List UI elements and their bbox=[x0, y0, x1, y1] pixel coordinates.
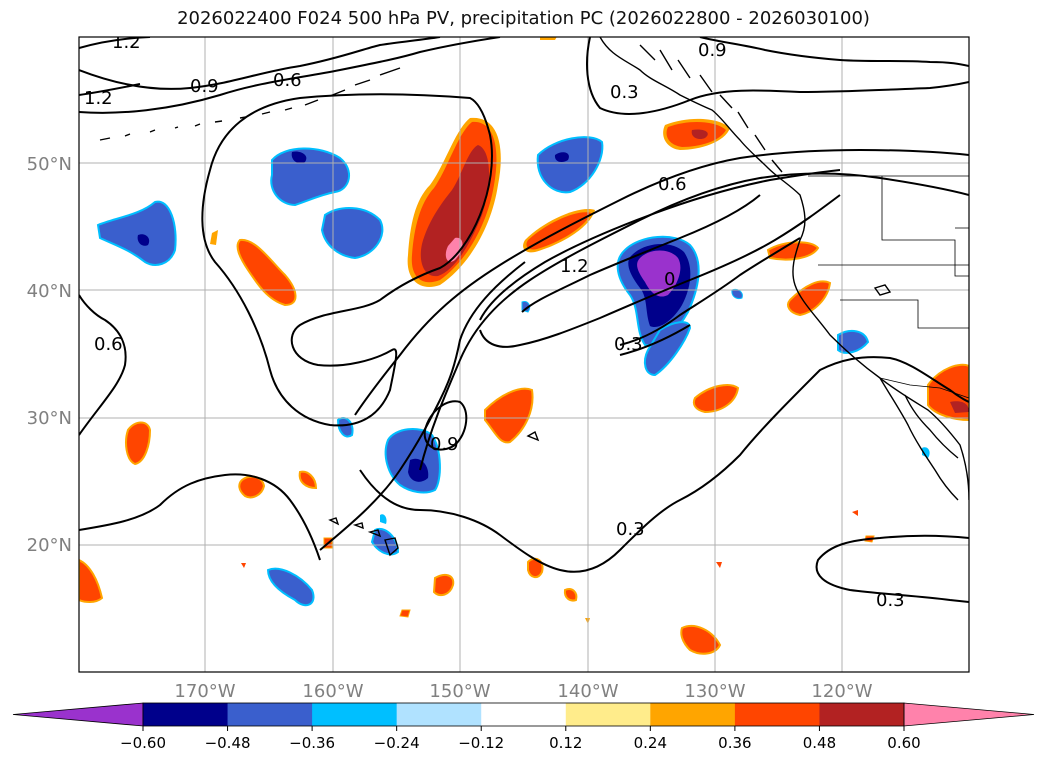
map-frame bbox=[78, 36, 970, 673]
contour-label: 0.6 bbox=[273, 70, 302, 91]
lat-label: 50°N bbox=[27, 154, 72, 175]
contour-label: 0.9 bbox=[190, 76, 219, 97]
colorbar-outline bbox=[142, 702, 905, 727]
pv-contours bbox=[79, 37, 969, 603]
lat-label: 20°N bbox=[27, 535, 72, 556]
lon-label: 130°W bbox=[684, 681, 745, 702]
political-borders bbox=[808, 175, 969, 399]
contour-label: 0.3 bbox=[610, 82, 639, 103]
lon-label: 150°W bbox=[429, 681, 490, 702]
colorbar-tick-label: 0.12 bbox=[549, 734, 582, 752]
colorbar-tick-label: 0.60 bbox=[887, 734, 920, 752]
contour-label: 0.3 bbox=[614, 334, 643, 355]
colorbar-tick-label: −0.60 bbox=[120, 734, 166, 752]
colorbar-tick-label: −0.24 bbox=[374, 734, 420, 752]
colorbar-extend-max bbox=[903, 702, 1035, 727]
colorbar-segment bbox=[312, 703, 398, 726]
colorbar-segment bbox=[565, 703, 651, 726]
contour-label: 0 bbox=[664, 269, 675, 290]
colorbar-tick-label: −0.12 bbox=[458, 734, 504, 752]
latitude-labels: 50°N 40°N 30°N 20°N bbox=[27, 154, 72, 556]
colorbar-tick-label: −0.36 bbox=[289, 734, 335, 752]
contour-label: 0.3 bbox=[876, 590, 905, 611]
contour-label: 0.6 bbox=[658, 174, 687, 195]
lat-label: 30°N bbox=[27, 408, 72, 429]
map-gridlines bbox=[79, 37, 969, 672]
lat-label: 40°N bbox=[27, 281, 72, 302]
colorbar-tick-label: 0.24 bbox=[634, 734, 667, 752]
contour-label: 1.2 bbox=[560, 256, 589, 277]
map-frame-background bbox=[79, 37, 969, 672]
colorbar-segment bbox=[396, 703, 482, 726]
lon-label: 140°W bbox=[557, 681, 618, 702]
colorbar: −0.60 −0.48 −0.36 −0.24 −0.12 0.12 0.24 0.36 0.4… bbox=[12, 702, 1035, 752]
colorbar-segment bbox=[650, 703, 736, 726]
precip-negative-areas bbox=[96, 136, 930, 607]
colorbar-segment bbox=[227, 703, 313, 726]
colorbar-segment bbox=[143, 703, 229, 726]
lon-label: 170°W bbox=[174, 681, 235, 702]
map-title: 2026022400 F024 500 hPa PV, precipitatio… bbox=[177, 8, 870, 29]
colorbar-segment bbox=[734, 703, 820, 726]
lon-label: 160°W bbox=[302, 681, 363, 702]
contour-label: 0.3 bbox=[616, 519, 645, 540]
contour-label: 0.9 bbox=[698, 40, 727, 61]
contour-label: 1.2 bbox=[112, 32, 141, 53]
colorbar-tick-label: 0.48 bbox=[803, 734, 836, 752]
colorbar-tick-label: 0.36 bbox=[718, 734, 751, 752]
contour-labels: 1.2 0.9 0.6 1.2 0.3 0.9 0.6 1.2 0.6 0.3 … bbox=[84, 32, 905, 611]
contour-label: 0.6 bbox=[94, 334, 123, 355]
contour-label: 0.9 bbox=[430, 434, 459, 455]
colorbar-segment bbox=[819, 703, 905, 726]
longitude-labels: 170°W 160°W 150°W 140°W 130°W 120°W bbox=[174, 681, 872, 702]
colorbar-extend-min bbox=[12, 702, 144, 727]
colorbar-tick-label: −0.48 bbox=[205, 734, 251, 752]
lon-label: 120°W bbox=[811, 681, 872, 702]
contour-label: 1.2 bbox=[84, 88, 113, 109]
colorbar-segment bbox=[481, 703, 567, 726]
